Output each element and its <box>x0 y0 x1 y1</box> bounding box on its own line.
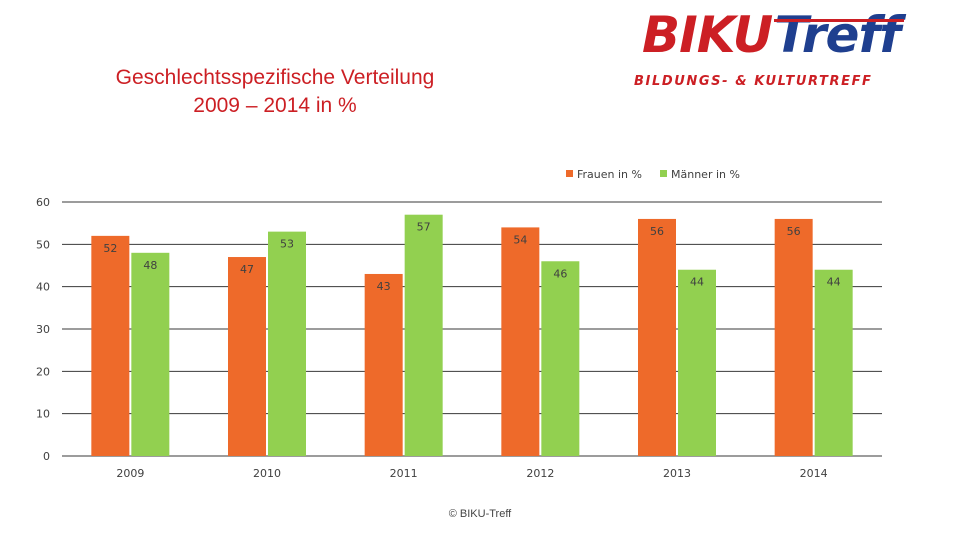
bar-männer-2011 <box>404 214 443 456</box>
data-label-männer-2013: 44 <box>690 276 704 289</box>
legend-label-männer: Männer in % <box>671 168 740 181</box>
data-label-männer-2014: 44 <box>827 276 841 289</box>
bar-männer-2012 <box>541 261 580 456</box>
logo-tagline: BILDUNGS- & KULTURTREFF <box>634 74 873 89</box>
y-tick-label-50: 50 <box>36 238 50 251</box>
bar-frauen-2009 <box>91 235 130 456</box>
chart-title-line1: Geschlechtsspezifische Verteilung <box>115 66 435 89</box>
bar-frauen-2010 <box>228 257 266 456</box>
x-tick-label-2010: 2010 <box>253 467 281 480</box>
bar-männer-2010 <box>268 231 306 456</box>
data-label-frauen-2013: 56 <box>650 225 664 238</box>
y-tick-label-30: 30 <box>36 323 50 336</box>
data-label-frauen-2009: 52 <box>103 242 117 255</box>
y-tick-label-20: 20 <box>36 365 50 378</box>
bar-frauen-2012 <box>501 227 540 456</box>
y-tick-label-0: 0 <box>43 450 50 463</box>
biku-treff-logo: BIKUTreff BILDUNGS- & KULTURTREFF <box>628 6 918 96</box>
logo-wordmark: BIKUTreff <box>642 6 901 64</box>
data-label-männer-2011: 57 <box>417 221 431 234</box>
legend-swatch-frauen <box>566 170 573 177</box>
legend-swatch-männer <box>660 170 667 177</box>
data-label-männer-2012: 46 <box>553 267 567 280</box>
bar-männer-2009 <box>131 252 170 456</box>
data-label-frauen-2011: 43 <box>377 280 391 293</box>
copyright-notice: © BIKU-Treff <box>448 508 512 520</box>
logo-accent-line <box>774 19 904 22</box>
data-label-frauen-2010: 47 <box>240 263 254 276</box>
logo-brand-part1: BIKU <box>642 6 773 64</box>
x-tick-label-2011: 2011 <box>390 467 418 480</box>
chart-title-line2: 2009 – 2014 in % <box>193 94 357 117</box>
x-tick-label-2012: 2012 <box>526 467 554 480</box>
data-label-männer-2009: 48 <box>143 259 157 272</box>
bar-frauen-2014 <box>774 218 813 456</box>
data-label-frauen-2012: 54 <box>513 233 527 246</box>
x-tick-label-2009: 2009 <box>116 467 144 480</box>
x-tick-label-2013: 2013 <box>663 467 691 480</box>
legend-label-frauen: Frauen in % <box>577 168 642 181</box>
chart-title: Geschlechtsspezifische Verteilung 2009 –… <box>40 64 510 120</box>
bar-frauen-2011 <box>364 273 403 456</box>
data-label-männer-2010: 53 <box>280 238 294 251</box>
bar-frauen-2013 <box>638 218 676 456</box>
data-label-frauen-2014: 56 <box>787 225 801 238</box>
x-tick-label-2014: 2014 <box>800 467 828 480</box>
y-tick-label-40: 40 <box>36 281 50 294</box>
bar-männer-2014 <box>814 269 853 456</box>
y-tick-label-60: 60 <box>36 196 50 209</box>
y-tick-label-10: 10 <box>36 408 50 421</box>
logo-brand-part2: Treff <box>774 6 901 64</box>
bar-männer-2013 <box>678 269 716 456</box>
